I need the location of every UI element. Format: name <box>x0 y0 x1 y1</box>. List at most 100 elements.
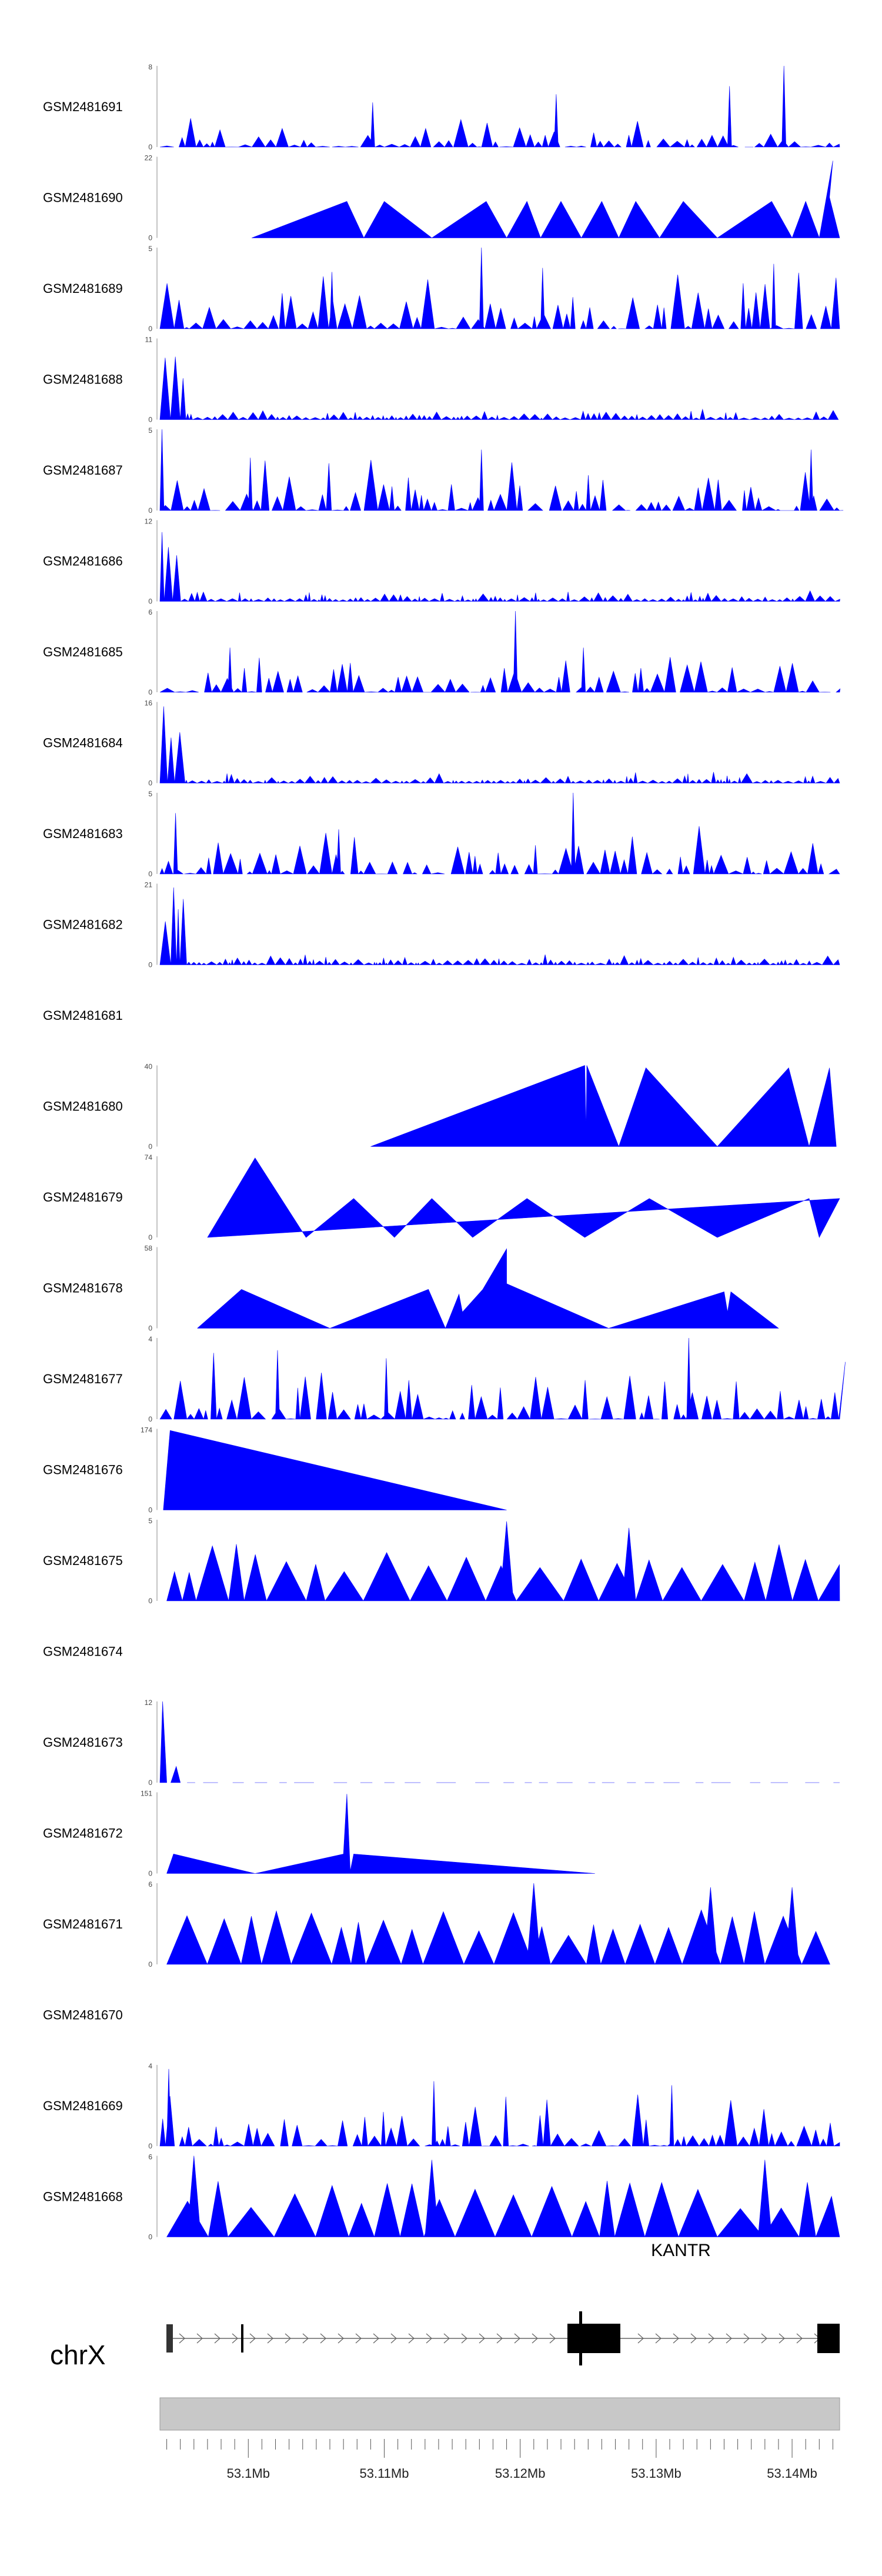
track-GSM2481679: GSM2481679 74 0 <box>43 1153 840 1242</box>
track-ymin-label: 0 <box>148 506 152 515</box>
track-label: GSM2481671 <box>43 1917 123 1931</box>
strand-arrow <box>761 2333 767 2344</box>
track-label: GSM2481690 <box>43 191 123 205</box>
track-GSM2481673: GSM2481673 12 0 <box>43 1699 840 1787</box>
exon <box>241 2324 243 2353</box>
track-label: GSM2481675 <box>43 1553 123 1568</box>
exon <box>817 2324 840 2353</box>
coverage-area <box>166 1794 595 1874</box>
track-label: GSM2481670 <box>43 2008 123 2023</box>
strand-arrow <box>390 2333 397 2344</box>
track-label: GSM2481673 <box>43 1735 123 1750</box>
track-GSM2481682: GSM2481682 21 0 <box>43 881 840 969</box>
coverage-area <box>163 1430 507 1510</box>
track-label: GSM2481672 <box>43 1826 123 1841</box>
coverage-area <box>159 2068 840 2147</box>
track-ymax-label: 5 <box>148 426 152 435</box>
track-ymax-label: 174 <box>141 1426 152 1434</box>
coverage-area <box>159 887 840 965</box>
track-label: GSM2481686 <box>43 554 123 569</box>
track-GSM2481689: GSM2481689 5 0 <box>43 245 840 333</box>
exon <box>579 2311 582 2365</box>
track-ymax-label: 74 <box>145 1153 153 1162</box>
strand-arrow <box>726 2333 732 2344</box>
track-GSM2481680: GSM2481680 40 0 <box>43 1063 837 1151</box>
track-ymin-label: 0 <box>148 1960 152 1968</box>
track-GSM2481669: GSM2481669 4 0 <box>43 2062 840 2150</box>
exon <box>567 2324 620 2353</box>
track-ymin-label: 0 <box>148 598 152 606</box>
coverage-area <box>166 2155 840 2237</box>
track-ymin-label: 0 <box>148 2233 152 2241</box>
strand-arrow <box>302 2333 309 2344</box>
strand-arrow <box>796 2333 803 2344</box>
track-ymax-label: 6 <box>148 608 152 616</box>
track-GSM2481670: GSM2481670 <box>43 2008 123 2023</box>
track-GSM2481690: GSM2481690 22 0 <box>43 154 840 242</box>
strand-arrow <box>232 2333 238 2344</box>
track-ymax-label: 40 <box>145 1063 153 1071</box>
track-GSM2481671: GSM2481671 6 0 <box>43 1880 830 1968</box>
coverage-area <box>166 1521 840 1601</box>
exon <box>166 2324 173 2353</box>
track-ymin-label: 0 <box>148 961 152 969</box>
track-label: GSM2481688 <box>43 372 123 387</box>
strand-arrow <box>461 2333 467 2344</box>
track-ymax-label: 11 <box>145 336 153 344</box>
tick-label: 53.1Mb <box>227 2466 270 2481</box>
track-ymax-label: 5 <box>148 245 152 253</box>
coverage-area <box>197 1248 779 1329</box>
track-ymin-label: 0 <box>148 1506 152 1514</box>
track-label: GSM2481691 <box>43 99 123 114</box>
tick-label: 53.13Mb <box>631 2466 681 2481</box>
strand-arrow <box>779 2333 785 2344</box>
tick-label: 53.14Mb <box>767 2466 817 2481</box>
track-ymin-label: 0 <box>148 779 152 788</box>
track-ymin-label: 0 <box>148 325 152 333</box>
coverage-area <box>251 161 840 239</box>
strand-arrow <box>496 2333 503 2344</box>
track-ymin-label: 0 <box>148 688 152 696</box>
track-ymin-label: 0 <box>148 1778 152 1787</box>
track-GSM2481672: GSM2481672 151 0 <box>43 1790 595 1878</box>
track-ymax-label: 8 <box>148 63 152 71</box>
track-label: GSM2481684 <box>43 736 123 750</box>
coverage-area <box>159 356 839 420</box>
track-ymin-label: 0 <box>148 870 152 878</box>
track-ymax-label: 5 <box>148 1517 152 1525</box>
track-ymax-label: 12 <box>145 518 153 526</box>
track-ymax-label: 4 <box>148 1335 152 1343</box>
track-GSM2481691: GSM2481691 8 0 <box>43 63 840 151</box>
gene-label: KANTR <box>651 2241 711 2260</box>
track-label: GSM2481677 <box>43 1372 123 1386</box>
track-ymin-label: 0 <box>148 416 152 424</box>
strand-arrow <box>320 2333 326 2344</box>
track-label: GSM2481678 <box>43 1281 123 1296</box>
chromosome-label: chrX <box>50 2340 106 2370</box>
strand-arrow <box>673 2333 679 2344</box>
track-GSM2481686: GSM2481686 12 0 <box>43 518 840 606</box>
coverage-area <box>159 532 840 602</box>
strand-arrow <box>285 2333 291 2344</box>
track-ymax-label: 12 <box>145 1699 153 1707</box>
strand-arrow <box>249 2333 256 2344</box>
strand-arrow <box>743 2333 750 2344</box>
track-GSM2481678: GSM2481678 58 0 <box>43 1244 779 1333</box>
strand-arrow <box>655 2333 662 2344</box>
strand-arrow <box>196 2333 203 2344</box>
track-GSM2481685: GSM2481685 6 0 <box>43 608 841 696</box>
track-GSM2481684: GSM2481684 16 0 <box>43 699 840 788</box>
track-label: GSM2481687 <box>43 463 123 478</box>
track-label: GSM2481676 <box>43 1463 123 1477</box>
strand-arrow <box>338 2333 344 2344</box>
coverage-area <box>159 706 840 783</box>
track-ymin-label: 0 <box>148 234 152 242</box>
coverage-area <box>159 610 841 693</box>
track-ymax-label: 21 <box>145 881 153 889</box>
strand-arrow <box>690 2333 697 2344</box>
track-ymax-label: 22 <box>145 154 153 162</box>
track-label: GSM2481683 <box>43 826 123 841</box>
strand-arrow <box>267 2333 273 2344</box>
track-GSM2481687: GSM2481687 5 0 <box>43 426 844 515</box>
